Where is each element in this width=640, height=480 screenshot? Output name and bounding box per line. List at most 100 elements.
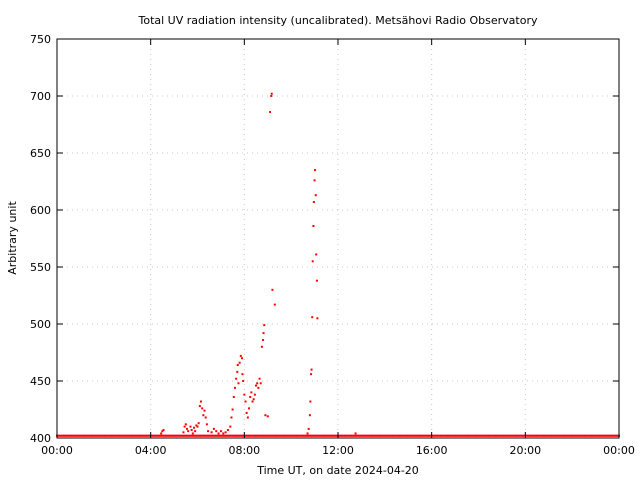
baseline-point xyxy=(594,434,597,437)
data-point xyxy=(310,368,313,371)
baseline-point xyxy=(280,434,283,437)
baseline-point xyxy=(93,434,96,437)
x-tick-label: 12:00 xyxy=(322,444,354,457)
baseline-point xyxy=(427,434,430,437)
baseline-point xyxy=(324,434,327,437)
baseline-point xyxy=(59,434,62,437)
data-point xyxy=(269,110,272,113)
baseline-point xyxy=(115,434,118,437)
baseline-point xyxy=(415,434,418,437)
baseline-point xyxy=(269,434,272,437)
baseline-point xyxy=(375,434,378,437)
baseline-point xyxy=(464,434,467,437)
baseline-point xyxy=(507,434,510,437)
baseline-point xyxy=(287,434,290,437)
baseline-point xyxy=(554,434,557,437)
baseline-point xyxy=(285,434,288,437)
data-point xyxy=(262,338,265,341)
baseline-point xyxy=(441,434,444,437)
baseline-point xyxy=(598,434,601,437)
y-tick-label: 550 xyxy=(30,261,51,274)
data-point xyxy=(243,393,246,396)
baseline-point xyxy=(372,434,375,437)
baseline-point xyxy=(208,434,211,437)
baseline-point xyxy=(612,434,615,437)
baseline-point xyxy=(513,434,516,437)
baseline-point xyxy=(605,434,608,437)
baseline-point xyxy=(360,434,363,437)
baseline-point xyxy=(132,434,135,437)
baseline-point xyxy=(262,434,265,437)
baseline-point xyxy=(363,434,366,437)
baseline-point xyxy=(472,434,475,437)
data-point xyxy=(308,414,311,417)
baseline-point xyxy=(288,434,291,437)
baseline-point xyxy=(311,434,314,437)
data-point xyxy=(205,423,208,426)
baseline-point xyxy=(353,434,356,437)
baseline-point xyxy=(298,434,301,437)
baseline-point xyxy=(286,434,289,437)
baseline-point xyxy=(600,434,603,437)
baseline-point xyxy=(607,434,610,437)
baseline-point xyxy=(383,434,386,437)
data-point xyxy=(312,224,315,227)
data-point xyxy=(306,432,309,435)
data-point xyxy=(260,345,263,348)
baseline-point xyxy=(553,434,556,437)
baseline-point xyxy=(387,434,390,437)
baseline-point xyxy=(477,434,480,437)
baseline-point xyxy=(409,434,412,437)
baseline-point xyxy=(248,434,251,437)
data-point xyxy=(270,95,273,97)
baseline-point xyxy=(70,434,73,437)
data-point xyxy=(311,260,314,263)
baseline-point xyxy=(588,434,591,437)
data-point xyxy=(207,430,210,433)
data-point xyxy=(236,370,239,373)
baseline-point xyxy=(257,434,260,437)
baseline-point xyxy=(57,434,60,437)
baseline-point xyxy=(345,434,348,437)
baseline-point xyxy=(447,434,450,437)
baseline-point xyxy=(189,434,192,437)
baseline-point xyxy=(68,434,71,437)
baseline-point xyxy=(616,434,619,437)
baseline-point xyxy=(210,434,213,437)
data-point xyxy=(212,427,215,430)
baseline-point xyxy=(506,434,509,437)
baseline-point xyxy=(407,434,410,437)
baseline-point xyxy=(577,434,580,437)
baseline-point xyxy=(539,434,542,437)
baseline-point xyxy=(351,434,354,437)
data-point xyxy=(264,414,267,417)
baseline-point xyxy=(402,434,405,437)
baseline-point xyxy=(603,434,606,437)
baseline-point xyxy=(531,434,534,437)
baseline-point xyxy=(568,434,571,437)
baseline-point xyxy=(587,434,590,437)
baseline-point xyxy=(584,434,587,437)
baseline-point xyxy=(118,434,121,437)
baseline-point xyxy=(100,434,103,437)
baseline-point xyxy=(314,434,317,437)
baseline-point xyxy=(71,434,74,437)
baseline-point xyxy=(120,434,123,437)
baseline-point xyxy=(388,434,391,437)
baseline-point xyxy=(466,434,469,437)
baseline-point xyxy=(395,434,398,437)
data-point xyxy=(233,386,236,389)
baseline-point xyxy=(293,434,296,437)
baseline-point xyxy=(511,434,514,437)
data-point xyxy=(184,423,187,426)
baseline-point xyxy=(322,434,325,437)
x-tick-label: 08:00 xyxy=(228,444,260,457)
baseline-point xyxy=(237,434,240,437)
baseline-point xyxy=(497,434,500,437)
baseline-point xyxy=(335,434,338,437)
baseline-point xyxy=(233,434,236,437)
data-point xyxy=(245,411,248,414)
baseline-point xyxy=(263,434,266,437)
baseline-point xyxy=(352,434,355,437)
baseline-point xyxy=(111,434,114,437)
